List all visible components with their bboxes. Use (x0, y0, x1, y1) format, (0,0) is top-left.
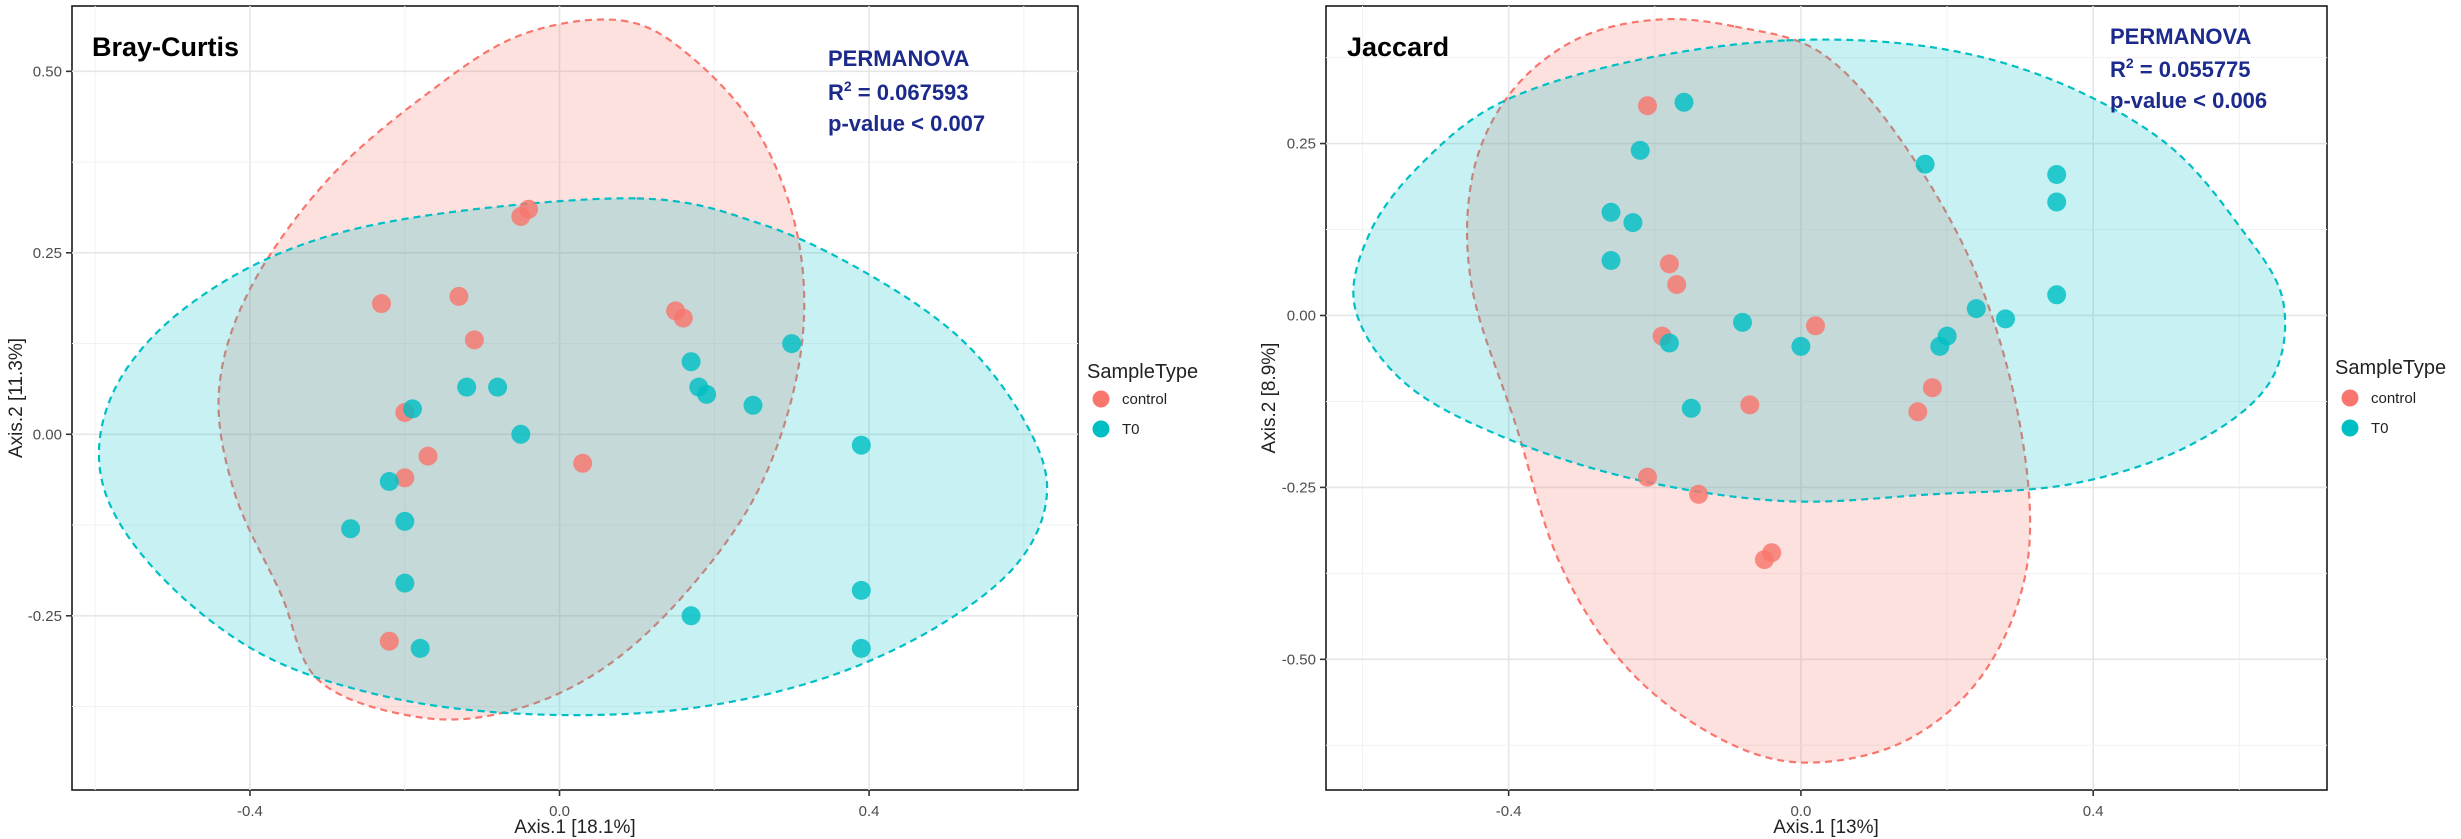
jaccard-pvalue: p-value < 0.006 (2110, 88, 2267, 113)
bray-curtis-y-axis-title: Axis.2 [11.3%] (6, 338, 27, 458)
bray-curtis-legend-key-t0 (1092, 420, 1110, 438)
jaccard-point-control (1638, 467, 1657, 487)
bray-curtis-x-tick-label: -0.4 (237, 803, 263, 820)
bray-curtis-point-t0 (681, 606, 701, 626)
bray-curtis-legend-key-control (1092, 390, 1110, 408)
bray-curtis-point-t0 (395, 573, 415, 593)
bray-curtis-ellipse-control (217, 18, 806, 721)
bray-curtis-point-t0 (410, 638, 430, 658)
bray-curtis-point-t0 (851, 638, 871, 658)
jaccard-point-control (1659, 254, 1679, 274)
bray-curtis-y-tick-label: 0.00 (33, 426, 62, 443)
jaccard-y-tick-label: 0.00 (1287, 307, 1316, 324)
jaccard-point-t0 (1659, 333, 1679, 353)
bray-curtis-x-tick-label: 0.4 (859, 803, 880, 820)
jaccard-point-control (1922, 378, 1942, 398)
bray-curtis-x-tick-label: 0.0 (549, 803, 570, 820)
bray-curtis-point-t0 (488, 377, 508, 397)
bray-curtis-pvalue: p-value < 0.007 (828, 111, 985, 136)
jaccard-y-axis-title: Axis.2 [8.9%] (1259, 343, 1280, 454)
bray-curtis-point-t0 (697, 384, 717, 404)
bray-curtis-point-t0 (681, 352, 701, 372)
bray-curtis-y-tick-label: -0.25 (28, 608, 62, 625)
bray-curtis-title: Bray-Curtis (92, 32, 239, 62)
jaccard-y-tick-label: 0.25 (1287, 136, 1316, 153)
bray-curtis-plot-area (71, 5, 1079, 791)
jaccard-x-tick-label: 0.4 (2083, 803, 2104, 820)
jaccard-panel: -0.4 0.0 0.4 -0.50 -0.25 0.00 0.25 Jaccard PER… (1259, 5, 2446, 838)
bray-curtis-y-tick-label: 0.50 (33, 63, 62, 80)
jaccard-point-t0 (1601, 251, 1621, 270)
bray-curtis-point-t0 (379, 472, 399, 491)
bray-curtis-legend-label-t0: T0 (1122, 421, 1140, 438)
bray-curtis-point-control (372, 294, 391, 314)
jaccard-legend-key-control (2341, 389, 2359, 407)
jaccard-legend: SampleType control T0 (2335, 357, 2446, 437)
jaccard-permanova-heading: PERMANOVA (2110, 24, 2251, 49)
bray-curtis-x-axis-title: Axis.1 [18.1%] (514, 817, 635, 838)
jaccard-point-t0 (1601, 202, 1621, 222)
bray-curtis-y-tick-label: 0.25 (33, 245, 62, 262)
bray-curtis-point-t0 (851, 435, 871, 455)
bray-curtis-point-control (573, 453, 593, 473)
jaccard-ellipse-t0 (1352, 38, 2287, 503)
bray-curtis-r2: R2 = 0.067593 (828, 78, 969, 105)
bray-curtis-point-t0 (851, 580, 871, 600)
jaccard-x-tick-label: -0.4 (1496, 803, 1522, 820)
jaccard-y-tick-label: -0.50 (1282, 651, 1316, 668)
bray-curtis-point-t0 (511, 424, 531, 444)
bray-curtis-point-control (511, 207, 531, 226)
jaccard-point-t0 (1966, 299, 1986, 319)
bray-curtis-point-t0 (743, 395, 763, 415)
bray-curtis-legend-title: SampleType (1087, 361, 1198, 383)
jaccard-point-t0 (1915, 154, 1935, 174)
bray-curtis-point-control (418, 446, 438, 466)
bray-curtis-ellipse-t0 (97, 197, 1049, 717)
bray-curtis-legend: SampleType control T0 (1087, 361, 1198, 438)
jaccard-point-control (1638, 96, 1657, 116)
bray-curtis-point-control (379, 631, 399, 651)
jaccard-point-control (1908, 402, 1928, 422)
jaccard-point-control (1806, 316, 1825, 336)
bray-curtis-point-control (464, 330, 484, 350)
jaccard-point-t0 (2047, 285, 2067, 305)
bray-curtis-legend-label-control: control (1122, 391, 1167, 408)
bray-curtis-point-t0 (782, 334, 802, 354)
bray-curtis-permanova-heading: PERMANOVA (828, 46, 969, 71)
jaccard-point-t0 (2047, 165, 2067, 184)
bray-curtis-point-t0 (395, 511, 415, 531)
jaccard-point-t0 (1791, 336, 1811, 356)
jaccard-legend-label-control: control (2371, 390, 2416, 407)
jaccard-point-t0 (1623, 213, 1643, 233)
jaccard-x-tick-label: 0.0 (1790, 803, 1811, 820)
bray-curtis-point-control (673, 308, 693, 328)
jaccard-point-t0 (1996, 309, 2015, 329)
jaccard-legend-key-t0 (2341, 419, 2359, 437)
jaccard-point-control (1689, 484, 1709, 504)
jaccard-point-t0 (1733, 312, 1752, 332)
jaccard-x-axis-title: Axis.1 [13%] (1773, 817, 1879, 838)
jaccard-y-tick-label: -0.25 (1282, 479, 1316, 496)
jaccard-point-t0 (1681, 398, 1701, 418)
bray-curtis-point-t0 (403, 399, 422, 419)
jaccard-r2: R2 = 0.055775 (2110, 55, 2251, 82)
jaccard-point-t0 (1630, 140, 1650, 160)
bray-curtis-panel: -0.4 0.0 0.4-0.250.000.250.50 Bray-Curtis … (6, 5, 1198, 838)
jaccard-point-t0 (1930, 336, 1950, 356)
jaccard-legend-label-t0: T0 (2371, 420, 2389, 437)
jaccard-point-control (1740, 395, 1760, 415)
jaccard-point-t0 (1674, 92, 1694, 112)
jaccard-title: Jaccard (1347, 32, 1449, 62)
bray-curtis-point-control (449, 286, 469, 306)
jaccard-point-t0 (2047, 192, 2067, 212)
jaccard-point-control (1762, 543, 1782, 563)
bray-curtis-point-t0 (457, 377, 477, 397)
bray-curtis-point-t0 (341, 519, 361, 539)
bray-curtis-point-control (395, 468, 415, 488)
jaccard-legend-title: SampleType (2335, 357, 2446, 379)
jaccard-point-control (1667, 275, 1687, 294)
